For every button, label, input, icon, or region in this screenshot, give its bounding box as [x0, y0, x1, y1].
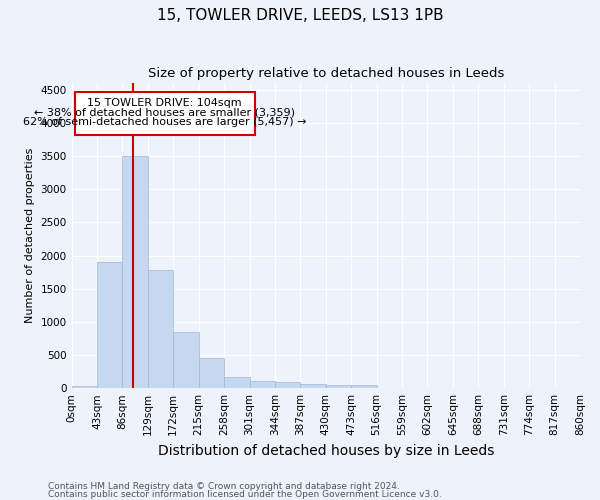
- Text: 15, TOWLER DRIVE, LEEDS, LS13 1PB: 15, TOWLER DRIVE, LEEDS, LS13 1PB: [157, 8, 443, 22]
- FancyBboxPatch shape: [74, 92, 255, 135]
- Bar: [275, 382, 301, 388]
- Bar: [122, 156, 148, 388]
- Title: Size of property relative to detached houses in Leeds: Size of property relative to detached ho…: [148, 68, 504, 80]
- Bar: [199, 358, 224, 388]
- Text: ← 38% of detached houses are smaller (3,359): ← 38% of detached houses are smaller (3,…: [34, 108, 295, 118]
- Bar: [173, 332, 199, 388]
- Bar: [224, 376, 250, 388]
- Y-axis label: Number of detached properties: Number of detached properties: [25, 148, 35, 324]
- Bar: [97, 262, 122, 388]
- Text: Contains HM Land Registry data © Crown copyright and database right 2024.: Contains HM Land Registry data © Crown c…: [48, 482, 400, 491]
- X-axis label: Distribution of detached houses by size in Leeds: Distribution of detached houses by size …: [158, 444, 494, 458]
- Text: Contains public sector information licensed under the Open Government Licence v3: Contains public sector information licen…: [48, 490, 442, 499]
- Bar: [71, 386, 97, 388]
- Bar: [326, 384, 351, 388]
- Bar: [148, 270, 173, 388]
- Bar: [301, 384, 326, 388]
- Text: 15 TOWLER DRIVE: 104sqm: 15 TOWLER DRIVE: 104sqm: [88, 98, 242, 108]
- Text: 62% of semi-detached houses are larger (5,457) →: 62% of semi-detached houses are larger (…: [23, 117, 307, 127]
- Bar: [351, 385, 377, 388]
- Bar: [250, 381, 275, 388]
